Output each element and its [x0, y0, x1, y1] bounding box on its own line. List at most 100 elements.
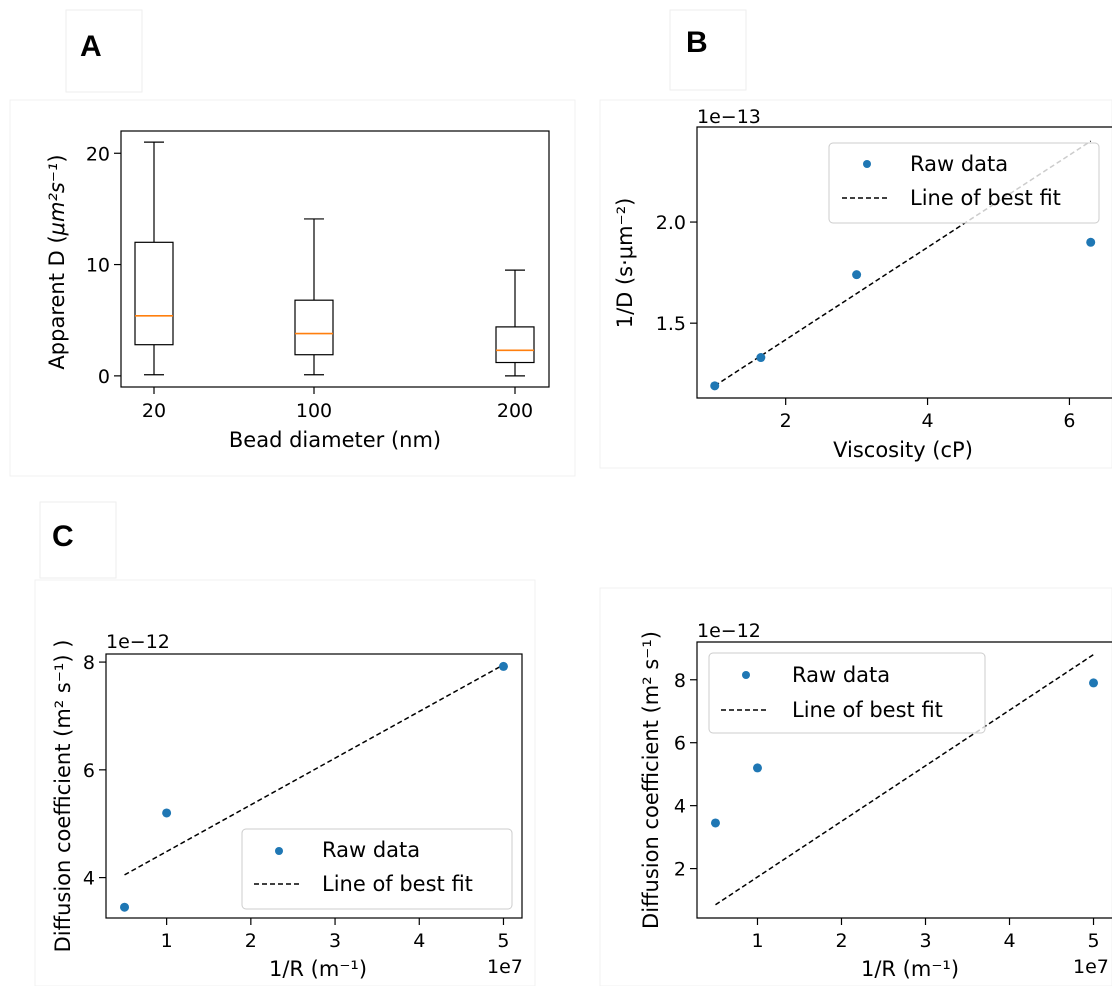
data-point: [852, 270, 862, 280]
y-tick-label: 20: [86, 143, 110, 165]
panel-b-legend-best-fit: Line of best fit: [910, 186, 1061, 210]
panel-c2-legend-box: [708, 652, 986, 734]
panel-c1-legend-box: [241, 828, 513, 910]
panel-c1-legend-raw-data: Raw data: [322, 838, 420, 862]
panel-c2-y-ticks: 2 4 6 8: [674, 670, 697, 881]
panel-c2-frame: [599, 587, 1112, 986]
y-tick-label: 8: [674, 670, 686, 692]
panel-b-x-axis-label: Viscosity (cP): [833, 438, 973, 462]
panel-c2-scatter: 1 2 3 4 5 2 4 6 8 1e−12 1e7 1/R (m⁻¹) Diffusion…: [639, 620, 1112, 981]
x-tick-label: 1: [751, 930, 763, 952]
y-tick-label: 6: [83, 760, 95, 782]
best-fit-line: [124, 664, 504, 876]
x-tick-label: 200: [497, 400, 533, 422]
panel-c2-legend: Raw data Line of best fit: [708, 652, 986, 734]
x-tick-label: 4: [413, 930, 425, 952]
data-point: [120, 902, 130, 912]
data-point: [162, 808, 172, 818]
panel-a-y-label-prefix: Apparent D (: [45, 235, 69, 369]
panel-c1-y-axis-label: Diffusion coefficient (m² s⁻¹) ): [51, 640, 75, 953]
panel-b-y-offset-text: 1e−13: [697, 106, 761, 128]
panel-c1-x-offset-text: 1e7: [487, 956, 523, 978]
panel-c2-x-axis-label: 1/R (m⁻¹): [861, 957, 959, 981]
box-iqr: [294, 299, 334, 356]
panel-c1-points: [120, 661, 508, 912]
panel-a-boxplot: 20 100 200 0 10 20 Bead diameter (nm) Appare…: [45, 130, 550, 452]
panel-c2-x-ticks: 1 2 3 4 5: [751, 918, 1100, 952]
box-iqr: [495, 326, 535, 364]
panel-b-legend-marker: [863, 160, 871, 168]
x-tick-label: 5: [497, 930, 509, 952]
best-fit-line: [714, 140, 1092, 387]
data-point: [1086, 237, 1096, 247]
panel-c1-legend-best-fit: Line of best fit: [322, 872, 473, 896]
data-point: [710, 381, 720, 391]
panel-b-points: [710, 237, 1096, 391]
x-tick-label: 3: [329, 930, 341, 952]
panel-a-x-axis-label: Bead diameter (nm): [229, 428, 441, 452]
y-tick-label: 0: [98, 366, 110, 388]
panel-c1-x-axis-label: 1/R (m⁻¹): [269, 957, 367, 981]
y-tick-label: 10: [86, 255, 110, 277]
panel-c1-x-ticks: 1 2 3 4 5: [161, 918, 510, 952]
panel-b-y-ticks: 1.5 2.0: [656, 212, 697, 335]
panel-b-frame: [599, 99, 1112, 469]
panel-c2-legend-raw-data: Raw data: [792, 663, 890, 687]
x-tick-label: 2: [245, 930, 257, 952]
panel-a-letter: A: [80, 30, 102, 63]
x-tick-label: 4: [1003, 930, 1015, 952]
panel-c2-points: [710, 678, 1099, 828]
panel-c2-axes-frame: [696, 641, 1112, 919]
y-tick-label: 2.0: [656, 212, 686, 234]
panel-c-letter: C: [52, 520, 74, 553]
panel-a-y-axis-label: Apparent D (μm²s⁻¹): [45, 154, 69, 369]
panel-b-legend-raw-data: Raw data: [910, 152, 1008, 176]
panel-b-letter: B: [686, 26, 708, 59]
panel-b-x-ticks: 2 4 6: [780, 398, 1075, 432]
data-point: [1089, 678, 1099, 688]
y-tick-label: 4: [674, 796, 686, 818]
panel-c2-legend-marker: [742, 671, 750, 679]
x-tick-label: 2: [780, 410, 792, 432]
panel-c1-legend: Raw data Line of best fit: [241, 828, 513, 910]
panel-c2-y-axis-label: Diffusion coefficient (m² s⁻¹): [639, 631, 663, 929]
x-tick-label: 5: [1087, 930, 1099, 952]
panel-b-scatter: 2 4 6 1.5 2.0 1e−13 Viscosity (cP) 1/D (s·μ…: [613, 106, 1112, 462]
panel-c-letter-frame: [39, 501, 117, 579]
y-tick-label: 1.5: [656, 313, 686, 335]
panel-c1-y-ticks: 4 6 8: [83, 652, 106, 890]
panel-b-legend-box: [828, 142, 1100, 224]
panel-a-y-label-suffix: ): [45, 154, 69, 162]
y-tick-label: 8: [83, 652, 95, 674]
data-point: [498, 661, 508, 671]
panel-c1-axes-frame: [105, 653, 523, 919]
panel-c2-fit-line: [715, 653, 1094, 906]
panel-c2-x-offset-text: 1e7: [1073, 956, 1109, 978]
data-point: [756, 353, 766, 363]
panel-c1-frame: [34, 579, 536, 986]
panel-c2-legend-best-fit: Line of best fit: [792, 698, 943, 722]
panel-a-y-ticks: 0 10 20: [86, 143, 121, 388]
x-tick-label: 20: [142, 400, 166, 422]
x-tick-label: 100: [296, 400, 332, 422]
panel-b-y-axis-label: 1/D (s·μm⁻²): [613, 198, 637, 329]
x-tick-label: 2: [835, 930, 847, 952]
data-point: [752, 763, 762, 773]
panel-c2-y-offset-text: 1e−12: [697, 620, 761, 642]
panel-b-letter-frame: [669, 9, 747, 91]
panel-b-legend: Raw data Line of best fit: [828, 142, 1100, 224]
panel-b-axes-frame: [696, 126, 1112, 399]
panel-b-fit-line: [714, 140, 1092, 387]
y-tick-label: 4: [83, 868, 95, 890]
y-tick-label: 6: [674, 733, 686, 755]
panel-a-y-label-units: μm²s⁻¹: [45, 163, 69, 237]
y-tick-label: 2: [674, 859, 686, 881]
best-fit-line: [715, 653, 1094, 906]
panel-a-letter-frame: [65, 9, 143, 93]
panel-c1-fit-line: [124, 664, 504, 876]
panel-a-x-ticks: 20 100 200: [142, 387, 533, 422]
x-tick-label: 1: [161, 930, 173, 952]
panel-c1-legend-marker: [275, 847, 283, 855]
x-tick-label: 3: [919, 930, 931, 952]
